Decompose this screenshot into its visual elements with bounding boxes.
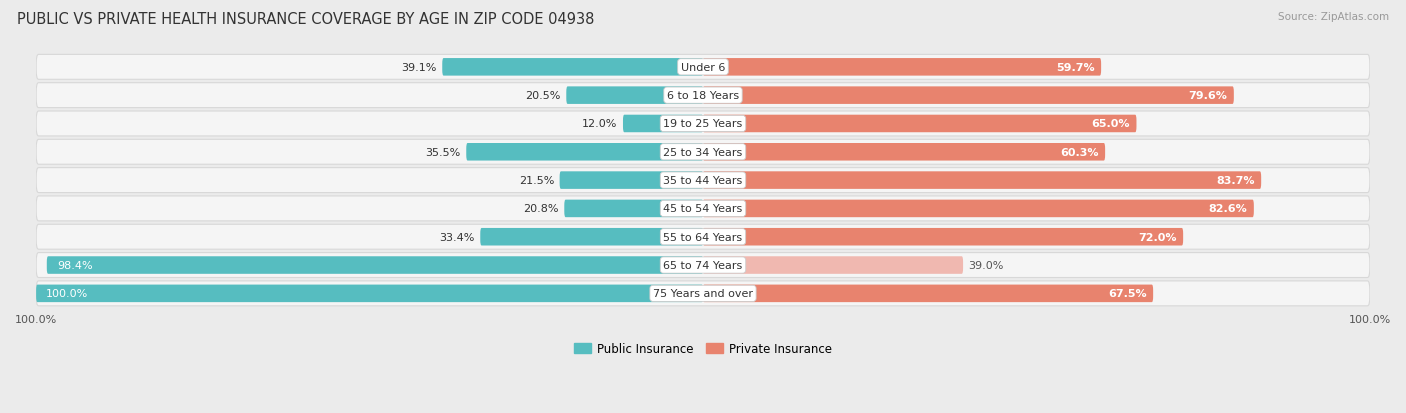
Text: 19 to 25 Years: 19 to 25 Years xyxy=(664,119,742,129)
FancyBboxPatch shape xyxy=(564,200,703,218)
FancyBboxPatch shape xyxy=(703,59,1101,76)
Text: 45 to 54 Years: 45 to 54 Years xyxy=(664,204,742,214)
FancyBboxPatch shape xyxy=(467,144,703,161)
FancyBboxPatch shape xyxy=(623,115,703,133)
Text: 65 to 74 Years: 65 to 74 Years xyxy=(664,261,742,271)
Text: 67.5%: 67.5% xyxy=(1108,289,1146,299)
FancyBboxPatch shape xyxy=(37,55,1369,80)
Text: Source: ZipAtlas.com: Source: ZipAtlas.com xyxy=(1278,12,1389,22)
Text: 39.0%: 39.0% xyxy=(969,261,1004,271)
FancyBboxPatch shape xyxy=(703,87,1234,104)
FancyBboxPatch shape xyxy=(703,256,963,274)
FancyBboxPatch shape xyxy=(567,87,703,104)
Text: 21.5%: 21.5% xyxy=(519,176,554,186)
Text: PUBLIC VS PRIVATE HEALTH INSURANCE COVERAGE BY AGE IN ZIP CODE 04938: PUBLIC VS PRIVATE HEALTH INSURANCE COVER… xyxy=(17,12,595,27)
FancyBboxPatch shape xyxy=(703,172,1261,190)
Text: 55 to 64 Years: 55 to 64 Years xyxy=(664,232,742,242)
FancyBboxPatch shape xyxy=(37,112,1369,137)
Text: 20.8%: 20.8% xyxy=(523,204,560,214)
Text: 25 to 34 Years: 25 to 34 Years xyxy=(664,147,742,157)
Text: 75 Years and over: 75 Years and over xyxy=(652,289,754,299)
Text: 6 to 18 Years: 6 to 18 Years xyxy=(666,91,740,101)
Text: 39.1%: 39.1% xyxy=(402,63,437,73)
FancyBboxPatch shape xyxy=(37,285,703,302)
Text: 35 to 44 Years: 35 to 44 Years xyxy=(664,176,742,186)
FancyBboxPatch shape xyxy=(443,59,703,76)
Text: 98.4%: 98.4% xyxy=(56,261,93,271)
Text: 35.5%: 35.5% xyxy=(426,147,461,157)
FancyBboxPatch shape xyxy=(703,285,1153,302)
FancyBboxPatch shape xyxy=(46,256,703,274)
FancyBboxPatch shape xyxy=(703,115,1136,133)
Text: 65.0%: 65.0% xyxy=(1091,119,1130,129)
Text: 79.6%: 79.6% xyxy=(1188,91,1227,101)
Text: 83.7%: 83.7% xyxy=(1216,176,1254,186)
FancyBboxPatch shape xyxy=(37,168,1369,193)
Text: 12.0%: 12.0% xyxy=(582,119,617,129)
FancyBboxPatch shape xyxy=(37,83,1369,108)
Text: 60.3%: 60.3% xyxy=(1060,147,1098,157)
Text: 33.4%: 33.4% xyxy=(440,232,475,242)
FancyBboxPatch shape xyxy=(37,281,1369,306)
FancyBboxPatch shape xyxy=(703,200,1254,218)
FancyBboxPatch shape xyxy=(37,253,1369,278)
FancyBboxPatch shape xyxy=(37,140,1369,165)
Text: 59.7%: 59.7% xyxy=(1056,63,1094,73)
Text: 82.6%: 82.6% xyxy=(1208,204,1247,214)
FancyBboxPatch shape xyxy=(37,225,1369,249)
FancyBboxPatch shape xyxy=(703,144,1105,161)
Legend: Public Insurance, Private Insurance: Public Insurance, Private Insurance xyxy=(569,337,837,360)
Text: Under 6: Under 6 xyxy=(681,63,725,73)
FancyBboxPatch shape xyxy=(703,228,1184,246)
FancyBboxPatch shape xyxy=(37,197,1369,221)
FancyBboxPatch shape xyxy=(560,172,703,190)
FancyBboxPatch shape xyxy=(481,228,703,246)
Text: 72.0%: 72.0% xyxy=(1137,232,1177,242)
Text: 20.5%: 20.5% xyxy=(526,91,561,101)
Text: 100.0%: 100.0% xyxy=(46,289,89,299)
